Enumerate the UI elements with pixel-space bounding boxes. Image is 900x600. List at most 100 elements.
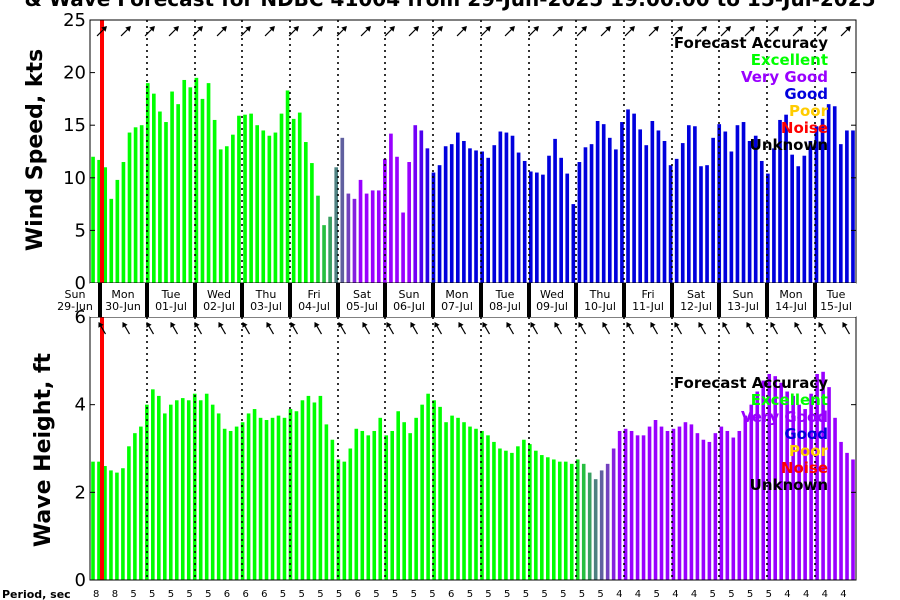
wave-bar [480, 430, 484, 580]
period-row: 8 8 5 5 5 5 5 6 6 6 5 5 5 5 6 5 5 5 5 6 5 5 5 5 5 5 5 5 4 4 5 4 4 5 5 5 5 4 4 4… [93, 589, 847, 600]
wave-bar [384, 435, 389, 580]
wave-bar [234, 426, 239, 580]
wave-bar [623, 428, 628, 580]
wave-bar [222, 428, 227, 580]
wave-direction-arrow-icon [482, 321, 491, 335]
wind-bar [492, 145, 497, 283]
wave-bar [264, 420, 269, 580]
day-separator [479, 283, 483, 317]
wind-ytick-label: 20 [63, 63, 86, 84]
wave-bar [288, 409, 293, 580]
wind-bar [571, 204, 576, 283]
wave-direction-arrow-icon [146, 321, 155, 335]
wind-direction-arrow-icon [744, 26, 755, 37]
wave-bar [168, 404, 173, 580]
wave-direction-arrow-icon [242, 321, 251, 335]
wave-bar [677, 426, 682, 580]
wave-bar [121, 468, 125, 580]
period-value: 6 [224, 589, 230, 600]
wave-bar [186, 400, 191, 580]
wind-bar [583, 147, 588, 283]
wave-direction-arrow-icon [626, 321, 635, 335]
wind-bar [589, 144, 594, 283]
wind-bar [553, 138, 557, 283]
wind-bar [437, 165, 442, 283]
day-date-label: 05-Jul [346, 300, 378, 313]
day-date-label: 03-Jul [250, 300, 282, 313]
wave-bar [629, 430, 634, 580]
wave-bar [378, 417, 383, 580]
chart-title: & Wave Forecast for NDBC 41004 from 29-J… [24, 0, 875, 11]
wind-direction-arrow-icon [624, 26, 635, 37]
period-value: 5 [299, 589, 305, 600]
wind-bar [419, 130, 424, 283]
day-of-week-label: Thu [589, 288, 611, 301]
wave-bar [671, 428, 676, 580]
wind-bar [498, 131, 503, 283]
wind-bar [115, 179, 120, 283]
day-label-strip: Sun29-JunMon30-JunTue01-JulWed02-JulThu0… [57, 283, 856, 317]
wave-direction-arrow-icon [362, 321, 371, 335]
wave-bar [713, 433, 718, 580]
day-separator [670, 283, 674, 317]
wave-bar [719, 426, 724, 580]
wave-bar [157, 395, 161, 580]
wave-bar [695, 433, 700, 580]
wave-bar [474, 428, 478, 580]
wind-bar [766, 173, 770, 283]
wave-bar [546, 457, 550, 580]
period-value: 5 [579, 589, 585, 600]
wind-bar [595, 120, 600, 284]
day-separator [288, 283, 292, 317]
period-value: 8 [112, 589, 118, 600]
wave-bar [270, 417, 275, 580]
wave-ytick-label: 0 [75, 570, 86, 591]
wave-bar [258, 417, 263, 580]
wave-bar [779, 382, 783, 580]
legend-item-unknown: Unknown [750, 476, 828, 494]
period-value: 5 [149, 589, 155, 600]
wind-bar [364, 193, 369, 283]
wind-bar [790, 154, 794, 283]
wind-bar [705, 165, 709, 283]
wave-bar [647, 426, 652, 580]
wind-bar [504, 132, 509, 283]
wind-ytick-label: 5 [75, 220, 86, 241]
wind-bar [109, 198, 114, 283]
wind-direction-arrow-icon [192, 26, 203, 37]
period-value: 5 [317, 589, 323, 600]
period-value: 5 [560, 589, 566, 600]
day-of-week-label: Mon [779, 288, 802, 301]
wave-bar [492, 441, 496, 580]
wave-bar [228, 430, 233, 580]
day-date-label: 10-Jul [584, 300, 616, 313]
wind-bar [759, 160, 764, 283]
wind-bar [607, 137, 612, 283]
wave-bar [773, 376, 778, 580]
wind-bar [644, 145, 649, 283]
wave-bar [276, 415, 281, 581]
wave-direction-arrow-icon [194, 321, 203, 335]
wind-bar [802, 155, 807, 283]
wind-bar [565, 173, 570, 283]
wind-plot-frame [89, 19, 857, 284]
wave-bar [815, 373, 819, 580]
period-value: 5 [710, 589, 716, 600]
wind-bar [577, 162, 582, 283]
day-of-week-label: Sun [65, 288, 86, 301]
period-value: 5 [411, 589, 417, 600]
wind-bar [334, 167, 339, 283]
legend-item-poor: Poor [789, 102, 829, 120]
day-date-label: 29-Jun [57, 300, 93, 313]
wind-bar [212, 119, 217, 283]
wave-direction-arrow-icon [770, 321, 779, 335]
day-separator [574, 283, 578, 317]
wave-bar [575, 459, 580, 580]
wind-bar [358, 179, 363, 283]
wave-bar [569, 463, 574, 580]
wind-bar [170, 91, 174, 283]
wind-direction-arrow-icon [360, 26, 371, 37]
wave-bar [426, 393, 430, 580]
wave-direction-arrow-icon [506, 321, 515, 335]
wind-direction-arrow-icon [816, 26, 827, 37]
